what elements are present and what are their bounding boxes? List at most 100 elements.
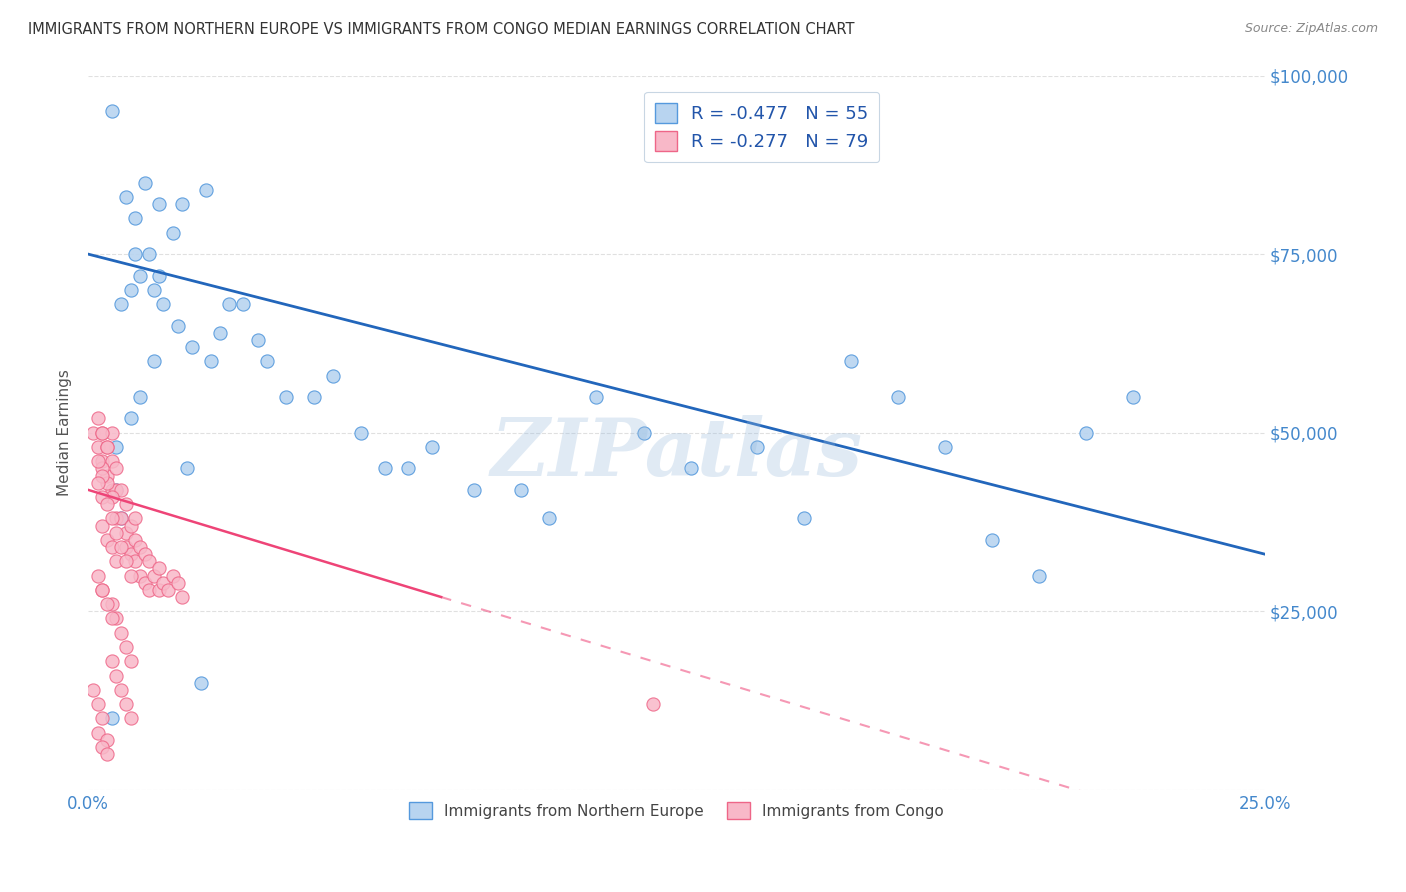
Point [200, 354, 222, 368]
Point [110, 540, 132, 554]
Text: Source: ZipAtlas.com: Source: ZipAtlas.com [1244, 22, 1378, 36]
Point [105, 461, 128, 475]
Point [91, 711, 114, 725]
Point [100, 540, 122, 554]
Point [138, 247, 160, 261]
Point [148, 561, 170, 575]
Point [91, 582, 114, 597]
Point [143, 283, 166, 297]
Point [134, 575, 156, 590]
Point [793, 511, 815, 525]
Point [91, 425, 114, 440]
Point [96, 475, 118, 490]
Point [86, 440, 108, 454]
Point [114, 697, 136, 711]
Point [110, 297, 132, 311]
Point [641, 697, 664, 711]
Point [105, 668, 128, 682]
Point [105, 611, 128, 625]
Point [91, 454, 114, 468]
Point [120, 568, 142, 582]
Point [96, 732, 118, 747]
Point [100, 611, 122, 625]
Point [96, 533, 118, 547]
Text: ZIPatlas: ZIPatlas [491, 416, 862, 493]
Point [124, 247, 146, 261]
Point [162, 568, 184, 582]
Point [246, 333, 269, 347]
Point [100, 454, 122, 468]
Point [91, 468, 114, 483]
Point [91, 461, 114, 475]
Point [86, 411, 108, 425]
Point [114, 525, 136, 540]
Point [134, 547, 156, 561]
Point [86, 568, 108, 582]
Point [120, 411, 142, 425]
Point [129, 540, 152, 554]
Point [585, 390, 607, 404]
Point [190, 675, 212, 690]
Point [1074, 425, 1097, 440]
Point [110, 483, 132, 497]
Point [110, 511, 132, 525]
Point [110, 682, 132, 697]
Point [274, 390, 297, 404]
Point [124, 554, 146, 568]
Point [420, 440, 443, 454]
Point [172, 197, 194, 211]
Point [114, 540, 136, 554]
Point [138, 554, 160, 568]
Point [100, 654, 122, 668]
Point [96, 440, 118, 454]
Point [86, 454, 108, 468]
Point [176, 461, 198, 475]
Point [1122, 390, 1144, 404]
Text: IMMIGRANTS FROM NORTHERN EUROPE VS IMMIGRANTS FROM CONGO MEDIAN EARNINGS CORRELA: IMMIGRANTS FROM NORTHERN EUROPE VS IMMIG… [28, 22, 855, 37]
Point [82, 425, 104, 440]
Point [152, 297, 174, 311]
Point [129, 390, 152, 404]
Point [96, 747, 118, 762]
Point [538, 511, 561, 525]
Point [86, 725, 108, 739]
Legend: Immigrants from Northern Europe, Immigrants from Congo: Immigrants from Northern Europe, Immigra… [404, 797, 950, 825]
Point [91, 490, 114, 504]
Point [256, 354, 278, 368]
Point [110, 625, 132, 640]
Point [172, 590, 194, 604]
Point [120, 711, 142, 725]
Point [934, 440, 956, 454]
Point [232, 297, 254, 311]
Point [91, 425, 114, 440]
Point [91, 739, 114, 754]
Point [302, 390, 325, 404]
Point [463, 483, 485, 497]
Point [120, 518, 142, 533]
Point [100, 711, 122, 725]
Point [91, 518, 114, 533]
Point [129, 568, 152, 582]
Point [1028, 568, 1050, 582]
Point [886, 390, 908, 404]
Point [114, 640, 136, 654]
Point [110, 511, 132, 525]
Point [143, 568, 166, 582]
Point [322, 368, 344, 383]
Point [218, 297, 240, 311]
Point [633, 425, 655, 440]
Point [114, 497, 136, 511]
Point [120, 283, 142, 297]
Point [114, 554, 136, 568]
Point [96, 468, 118, 483]
Point [157, 582, 180, 597]
Point [105, 440, 128, 454]
Point [124, 533, 146, 547]
Point [396, 461, 419, 475]
Point [148, 197, 170, 211]
Point [100, 511, 122, 525]
Point [134, 176, 156, 190]
Point [96, 597, 118, 611]
Point [148, 268, 170, 283]
Point [100, 490, 122, 504]
